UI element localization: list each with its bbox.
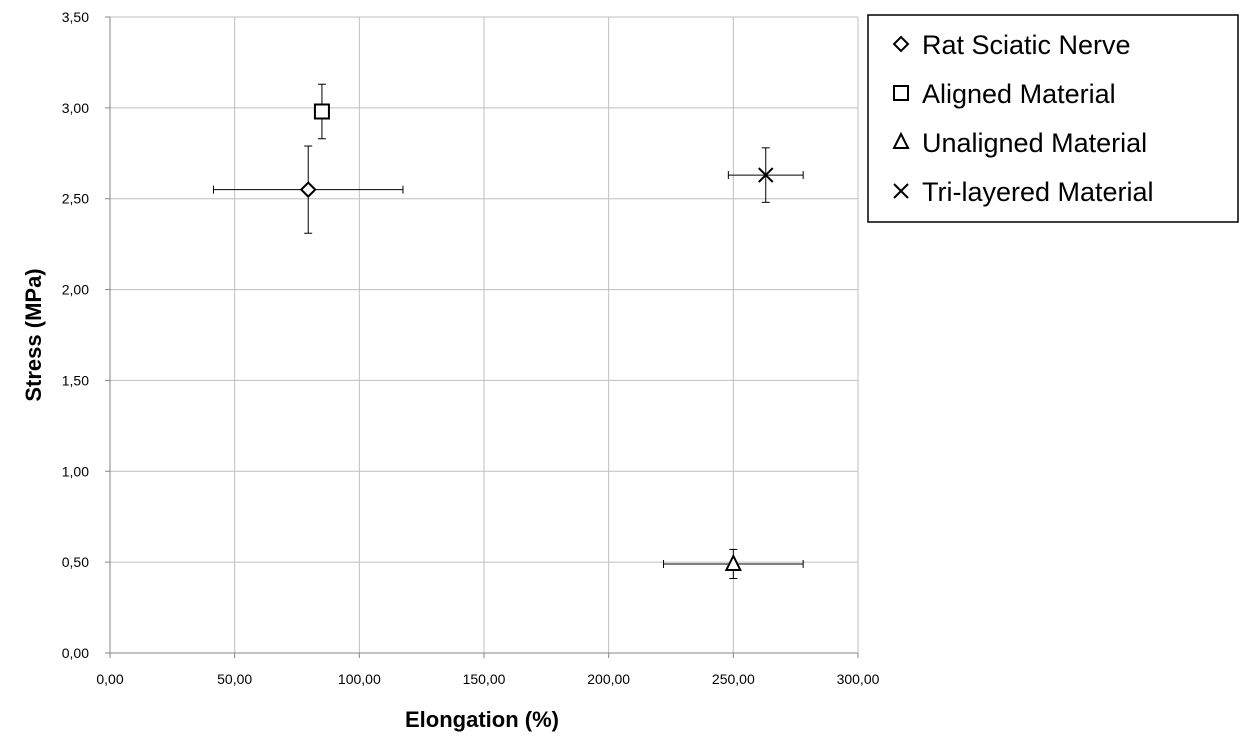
- x-marker-stroke: [893, 183, 909, 199]
- data-points: [299, 103, 774, 571]
- data-point-triangle: [724, 553, 742, 571]
- y-tick-label: 2,00: [62, 282, 89, 298]
- data-point-square: [313, 103, 330, 120]
- legend-marker-x-icon: [893, 183, 909, 199]
- x-axis-title: Elongation (%): [405, 707, 559, 732]
- legend: Rat Sciatic Nerve Aligned Material Unalign…: [867, 14, 1239, 223]
- legend-label: Rat Sciatic Nerve: [922, 30, 1131, 60]
- x-tick-label: 150,00: [463, 671, 506, 687]
- y-axis-title: Stress (MPa): [21, 268, 46, 401]
- x-tick-label: 300,00: [837, 671, 880, 687]
- y-tick-label: 0,00: [62, 645, 89, 661]
- x-marker-stroke: [758, 167, 774, 183]
- data-point-diamond: [299, 181, 317, 199]
- legend-label: Unaligned Material: [922, 128, 1147, 158]
- x-tick-label: 50,00: [217, 671, 252, 687]
- axes: [105, 16, 859, 658]
- legend-label: Aligned Material: [922, 79, 1116, 109]
- x-tick-label: 100,00: [338, 671, 381, 687]
- y-tick-label: 3,50: [62, 9, 89, 25]
- legend-label: Tri-layered Material: [922, 177, 1154, 207]
- legend-marker-triangle-icon: [892, 131, 910, 149]
- legend-marker-square-icon: [893, 85, 909, 101]
- y-tick-label: 3,00: [62, 100, 89, 116]
- legend-marker-diamond-icon: [892, 35, 910, 53]
- y-tick-label: 0,50: [62, 554, 89, 570]
- y-tick-label: 1,50: [62, 372, 89, 388]
- grid-lines: [110, 16, 859, 653]
- x-tick-label: 0,00: [96, 671, 123, 687]
- y-tick-label: 1,00: [62, 463, 89, 479]
- x-tick-label: 250,00: [712, 671, 755, 687]
- error-bars: [212, 83, 804, 579]
- y-tick-label: 2,50: [62, 191, 89, 207]
- tick-labels: 0,00 50,00 100,00 150,00 200,00 250,00 300,00 0…: [62, 9, 880, 687]
- legend-box: [867, 14, 1239, 223]
- data-point-x: [758, 167, 774, 183]
- x-tick-label: 200,00: [587, 671, 630, 687]
